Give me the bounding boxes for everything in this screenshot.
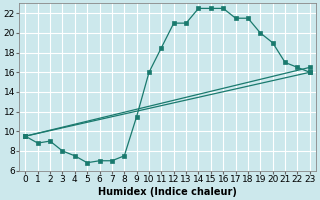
X-axis label: Humidex (Indice chaleur): Humidex (Indice chaleur) — [98, 187, 237, 197]
